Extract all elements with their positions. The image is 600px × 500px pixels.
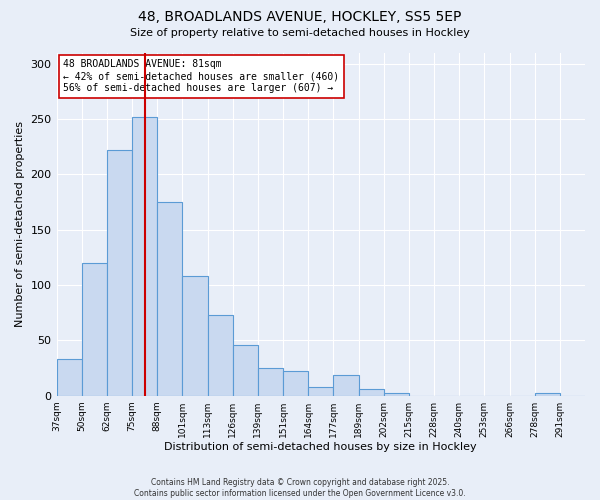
Bar [132,116,157,396]
Text: 48, BROADLANDS AVENUE, HOCKLEY, SS5 5EP: 48, BROADLANDS AVENUE, HOCKLEY, SS5 5EP [139,10,461,24]
Text: Contains HM Land Registry data © Crown copyright and database right 2025.
Contai: Contains HM Land Registry data © Crown c… [134,478,466,498]
Bar [233,345,258,396]
Bar [535,394,560,396]
Y-axis label: Number of semi-detached properties: Number of semi-detached properties [15,121,25,327]
Bar [258,368,283,396]
Bar [334,374,359,396]
Bar [56,359,82,396]
Bar [383,394,409,396]
Bar [82,263,107,396]
Bar [359,389,383,396]
Text: Size of property relative to semi-detached houses in Hockley: Size of property relative to semi-detach… [130,28,470,38]
Bar [283,372,308,396]
Bar [182,276,208,396]
Text: 48 BROADLANDS AVENUE: 81sqm
← 42% of semi-detached houses are smaller (460)
56% : 48 BROADLANDS AVENUE: 81sqm ← 42% of sem… [64,60,340,92]
Bar [208,315,233,396]
X-axis label: Distribution of semi-detached houses by size in Hockley: Distribution of semi-detached houses by … [164,442,477,452]
Bar [157,202,182,396]
Bar [308,387,334,396]
Bar [107,150,132,396]
